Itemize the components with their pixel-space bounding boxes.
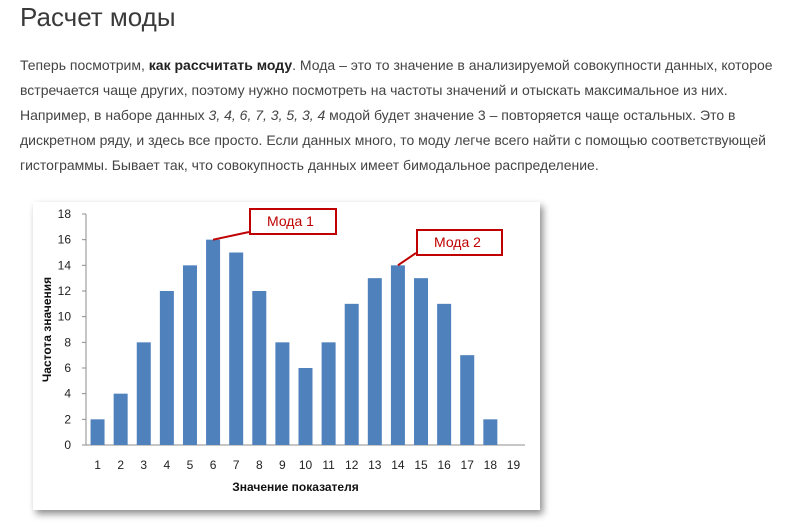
callout-pointer — [397, 252, 417, 267]
x-tick-label: 15 — [414, 458, 428, 472]
line1-rest: . Мода – это то значение в анализируемой… — [292, 57, 773, 73]
bar — [136, 342, 151, 445]
example-dataset: 3, 4, 6, 7, 3, 5, 3, 4 — [208, 107, 326, 123]
y-tick-label: 2 — [64, 412, 71, 426]
bar — [298, 368, 313, 445]
x-axis-title: Значение показателя — [232, 480, 358, 494]
x-tick-label: 16 — [437, 458, 451, 472]
x-tick-label: 7 — [233, 458, 240, 472]
bar — [483, 419, 498, 445]
bar — [252, 291, 267, 445]
x-tick-label: 17 — [461, 458, 475, 472]
page-title: Расчет моды — [20, 2, 176, 32]
x-tick-label: 2 — [117, 458, 124, 472]
bar — [182, 265, 197, 445]
bar — [159, 291, 174, 445]
x-tick-label: 3 — [140, 458, 147, 472]
x-tick-label: 19 — [507, 458, 521, 472]
y-tick-label: 0 — [64, 438, 71, 452]
y-tick-label: 10 — [58, 310, 72, 324]
paragraph-line-4: дискретном ряду, и здесь все просто. Есл… — [20, 132, 766, 148]
x-tick-label: 13 — [368, 458, 382, 472]
x-tick-label: 14 — [391, 458, 405, 472]
x-tick-label: 18 — [484, 458, 498, 472]
x-tick-label: 4 — [164, 458, 171, 472]
bar — [206, 239, 221, 445]
y-axis-title: Частота значения — [40, 277, 54, 382]
paragraph-line-1: Теперь посмотрим, как рассчитать моду. М… — [20, 53, 800, 78]
y-tick-label: 12 — [58, 284, 72, 298]
bar — [275, 342, 290, 445]
line3-rest: модой будет значение 3 – повторяется чащ… — [325, 107, 736, 123]
bar — [229, 252, 244, 445]
y-tick-label: 6 — [64, 361, 71, 375]
callout-pointer — [212, 231, 250, 241]
bar — [414, 278, 429, 445]
y-tick-label: 4 — [64, 387, 71, 401]
mode-callout-label: Мода 2 — [416, 229, 503, 256]
mode-callout-label: Мода 1 — [249, 208, 337, 235]
line1-text: Теперь посмотрим, — [20, 57, 149, 73]
bar — [437, 303, 452, 445]
x-tick-label: 5 — [187, 458, 194, 472]
x-tick-label: 10 — [299, 458, 313, 472]
bold-phrase: как рассчитать моду — [148, 57, 293, 73]
bar — [90, 419, 105, 445]
bar — [113, 393, 128, 445]
bar — [321, 342, 336, 445]
bar — [460, 355, 475, 445]
y-tick-label: 14 — [58, 258, 72, 272]
x-tick-label: 12 — [345, 458, 359, 472]
x-tick-label: 1 — [94, 458, 101, 472]
line3-text: Например, в наборе данных — [20, 107, 209, 123]
paragraph-line-2: встречается чаще других, поэтому нужно п… — [20, 82, 728, 98]
x-tick-label: 11 — [322, 458, 335, 472]
y-tick-label: 8 — [64, 335, 71, 349]
x-tick-label: 6 — [210, 458, 217, 472]
bar — [344, 303, 359, 445]
intro-paragraph: Теперь посмотрим, как рассчитать моду. М… — [20, 53, 800, 178]
paragraph-line-5: гистограммы. Бывает так, что совокупност… — [20, 157, 599, 173]
bar — [367, 278, 382, 445]
bar — [390, 265, 405, 445]
y-tick-label: 18 — [58, 207, 72, 221]
x-tick-label: 9 — [279, 458, 286, 472]
y-tick-label: 16 — [58, 233, 72, 247]
x-tick-label: 8 — [256, 458, 263, 472]
paragraph-line-3: Например, в наборе данных 3, 4, 6, 7, 3,… — [20, 103, 800, 128]
